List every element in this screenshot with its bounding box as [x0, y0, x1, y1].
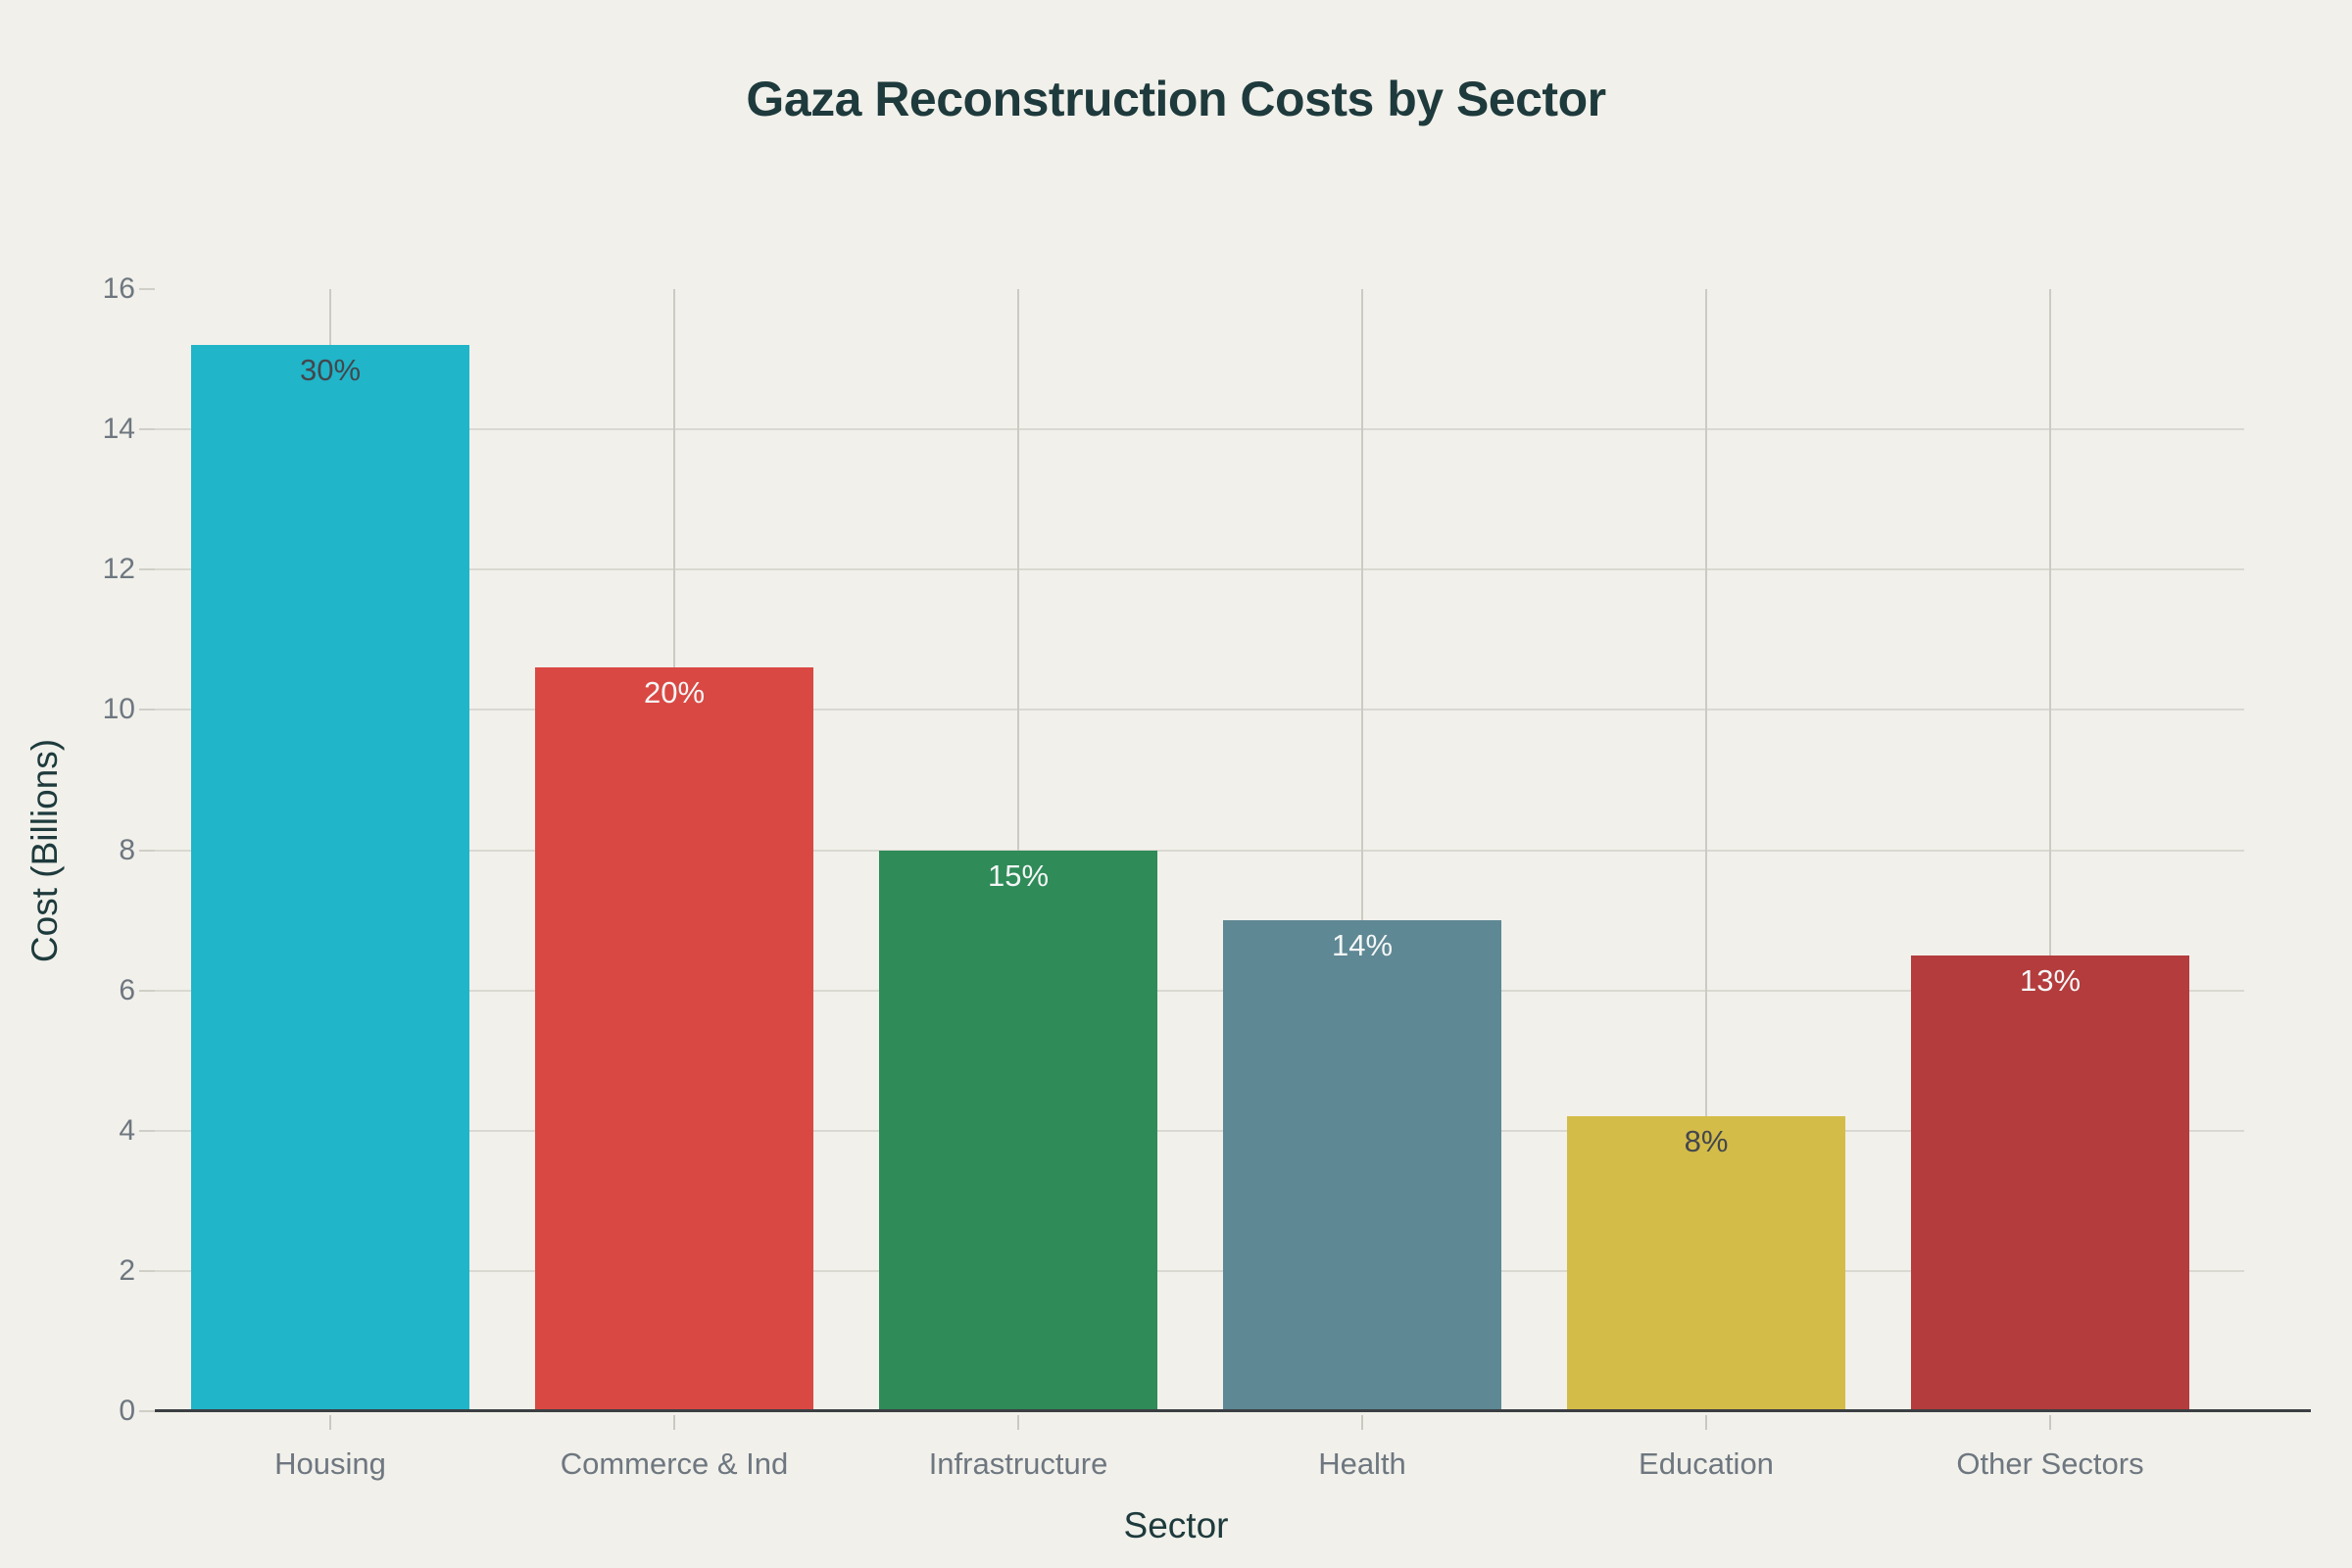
y-tick-label: 0 — [119, 1395, 135, 1427]
y-tick-mark — [139, 989, 155, 992]
y-tick-label: 14 — [102, 413, 135, 446]
h-gridline — [155, 1269, 2244, 1272]
y-tick-mark — [139, 288, 155, 290]
x-category-label-education: Education — [1639, 1446, 1774, 1481]
y-tick-mark — [139, 568, 155, 571]
v-gridline — [1361, 289, 1363, 1411]
x-tick-mark — [329, 1415, 331, 1430]
y-tick-mark — [139, 428, 155, 431]
x-axis-title: Sector — [1123, 1505, 1229, 1545]
x-tick-mark — [1705, 1415, 1707, 1430]
x-tick-mark — [1017, 1415, 1019, 1430]
y-tick-mark — [139, 849, 155, 852]
bar-value-label-commerce-ind: 20% — [643, 675, 706, 710]
x-category-label-infrastructure: Infrastructure — [928, 1446, 1108, 1481]
bar-value-label-infrastructure: 15% — [987, 858, 1050, 893]
h-gridline — [155, 849, 2244, 852]
y-tick-label: 6 — [119, 973, 135, 1006]
bar-commerce-ind — [535, 667, 813, 1411]
x-category-label-housing: Housing — [274, 1446, 386, 1481]
y-tick-label: 10 — [102, 693, 135, 726]
x-axis-line — [155, 1409, 2311, 1412]
chart-title: Gaza Reconstruction Costs by Sector — [746, 72, 1606, 126]
y-tick-label: 8 — [119, 833, 135, 866]
bar-other-sectors — [1911, 955, 2189, 1411]
h-gridline — [155, 989, 2244, 992]
y-tick-label: 4 — [119, 1113, 135, 1147]
y-tick-mark — [139, 1129, 155, 1132]
x-tick-mark — [673, 1415, 675, 1430]
y-tick-label: 12 — [102, 553, 135, 586]
y-tick-mark — [139, 709, 155, 711]
bar-value-label-education: 8% — [1684, 1124, 1729, 1159]
v-gridline — [1705, 289, 1707, 1411]
bar-value-label-other-sectors: 13% — [2019, 962, 2082, 998]
x-tick-mark — [2049, 1415, 2051, 1430]
v-gridline — [2049, 289, 2051, 1411]
x-category-label-commerce-ind: Commerce & Ind — [560, 1446, 789, 1481]
h-gridline — [155, 568, 2244, 571]
h-gridline — [155, 428, 2244, 431]
h-gridline — [155, 1129, 2244, 1132]
h-gridline — [155, 709, 2244, 711]
bar-value-label-health: 14% — [1331, 928, 1394, 963]
y-tick-label: 2 — [119, 1253, 135, 1287]
bar-infrastructure — [879, 850, 1157, 1411]
bar-education — [1567, 1116, 1845, 1411]
x-category-label-health: Health — [1318, 1446, 1406, 1481]
bar-value-label-housing: 30% — [299, 353, 362, 388]
y-tick-mark — [139, 1410, 155, 1412]
y-tick-label: 16 — [102, 272, 135, 305]
x-category-label-other-sectors: Other Sectors — [1956, 1446, 2144, 1481]
y-tick-mark — [139, 1269, 155, 1272]
bar-health — [1223, 920, 1501, 1411]
x-tick-mark — [1361, 1415, 1363, 1430]
bar-housing — [191, 345, 469, 1411]
